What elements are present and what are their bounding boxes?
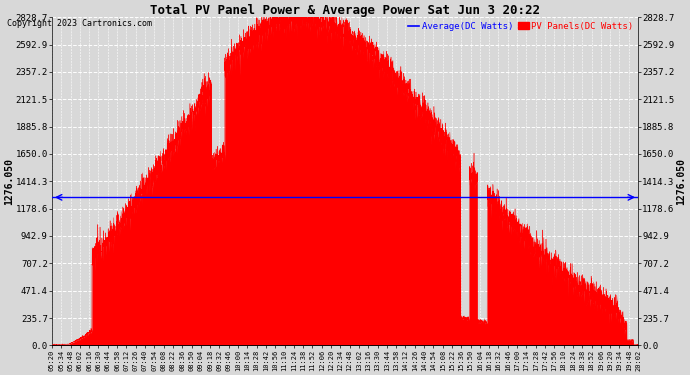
Y-axis label: 1276.050: 1276.050	[676, 158, 686, 205]
Y-axis label: 1276.050: 1276.050	[4, 158, 14, 205]
Text: Copyright 2023 Cartronics.com: Copyright 2023 Cartronics.com	[7, 19, 152, 28]
Title: Total PV Panel Power & Average Power Sat Jun 3 20:22: Total PV Panel Power & Average Power Sat…	[150, 4, 540, 17]
Legend: Average(DC Watts), PV Panels(DC Watts): Average(DC Watts), PV Panels(DC Watts)	[408, 22, 633, 31]
